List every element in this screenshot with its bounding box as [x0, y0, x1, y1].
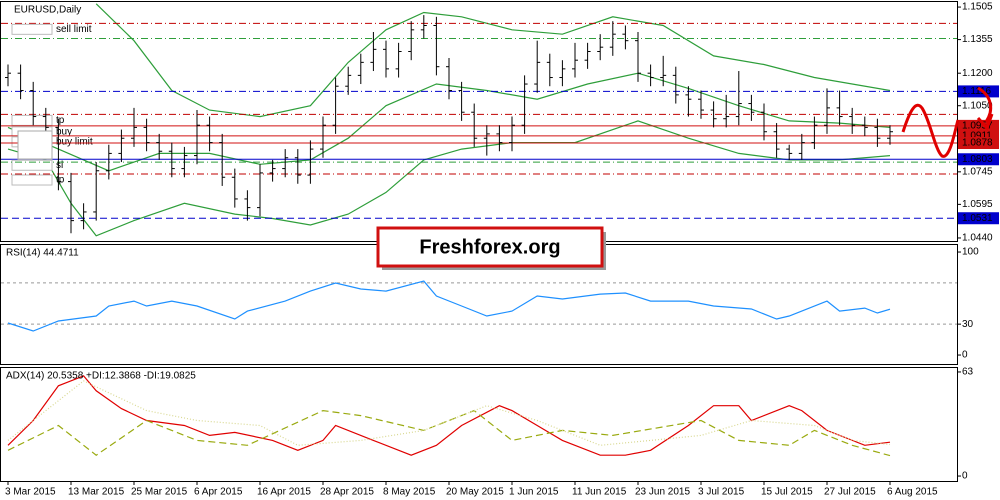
y-tick-label: 1.1200: [962, 68, 993, 79]
y-tick-label: 63: [962, 367, 974, 378]
indicator-line: [7, 375, 891, 456]
forecast-arrow-head: [976, 113, 994, 131]
panel-title: EURUSD,Daily: [14, 5, 81, 16]
y-tick-label: 30: [962, 319, 974, 330]
y-tick-label: 0: [962, 471, 968, 482]
y-tick-label: 1.0595: [962, 199, 993, 210]
x-tick-label: 1 Jun 2015: [509, 487, 559, 498]
level-tag: [958, 153, 999, 166]
level-tag-label: 1.0878: [962, 138, 993, 149]
x-tick-label: 6 Aug 2015: [887, 487, 938, 498]
y-tick-label: 1.1355: [962, 34, 993, 45]
indicator-line: [95, 3, 891, 118]
level-tag-label: 1.0531: [962, 213, 993, 224]
x-tick-label: 15 Jul 2015: [761, 487, 813, 498]
order-box: [17, 130, 53, 160]
level-tag: [958, 137, 999, 150]
level-tag-label: 1.0803: [962, 154, 993, 165]
x-tick-label: 23 Jun 2015: [635, 487, 690, 498]
x-tick-label: 11 Jun 2015: [572, 487, 627, 498]
level-tag: [958, 212, 999, 225]
indicator-line: [7, 120, 891, 237]
order-label: sl: [56, 160, 63, 171]
x-tick-label: 27 Jul 2015: [824, 487, 876, 498]
indicator-line: [7, 280, 891, 332]
forecast-curve: [901, 103, 960, 158]
adx-panel: [0, 367, 958, 482]
y-tick-label: 100: [962, 247, 979, 258]
banner-text: Freshforex.org: [419, 236, 560, 258]
order-redaction: [11, 23, 53, 35]
x-tick-label: 25 Mar 2015: [131, 487, 188, 498]
x-tick-label: 16 Apr 2015: [257, 487, 311, 498]
x-tick-label: 13 Mar 2015: [68, 487, 125, 498]
x-tick-label: 20 May 2015: [446, 487, 504, 498]
order-label: sell limit: [56, 24, 92, 35]
order-label: tp: [56, 115, 65, 126]
level-tag: [958, 85, 999, 98]
x-tick-label: 28 Apr 2015: [320, 487, 374, 498]
forecast-arrow: [977, 86, 993, 123]
y-tick-label: 0: [962, 350, 968, 361]
order-label: tp: [56, 175, 65, 186]
x-tick-label: 3 Jul 2015: [698, 487, 745, 498]
level-tag-label: 1.0957: [962, 121, 993, 132]
level-tag-label: 1.1116: [962, 86, 992, 97]
panel-title: RSI(14) 44.4711: [6, 248, 79, 259]
order-label: buy limit: [56, 136, 93, 147]
x-tick-label: 6 Apr 2015: [194, 487, 243, 498]
order-redaction: [11, 159, 53, 171]
banner-box: [376, 226, 604, 268]
y-tick-label: 1.0745: [962, 166, 993, 177]
y-tick-label: 1.1505: [962, 2, 993, 13]
x-tick-label: 8 May 2015: [383, 487, 436, 498]
y-tick-label: 1.1050: [962, 100, 993, 111]
panel-title: ADX(14) 20.5358 +DI:12.3868 -DI:19.0825: [6, 371, 196, 382]
order-redaction: [11, 174, 53, 186]
x-tick-label: 3 Mar 2015: [5, 487, 56, 498]
level-tag-label: 1.0911: [962, 130, 992, 141]
y-tick-label: 1.0440: [962, 233, 993, 244]
order-label: buy: [56, 127, 72, 138]
